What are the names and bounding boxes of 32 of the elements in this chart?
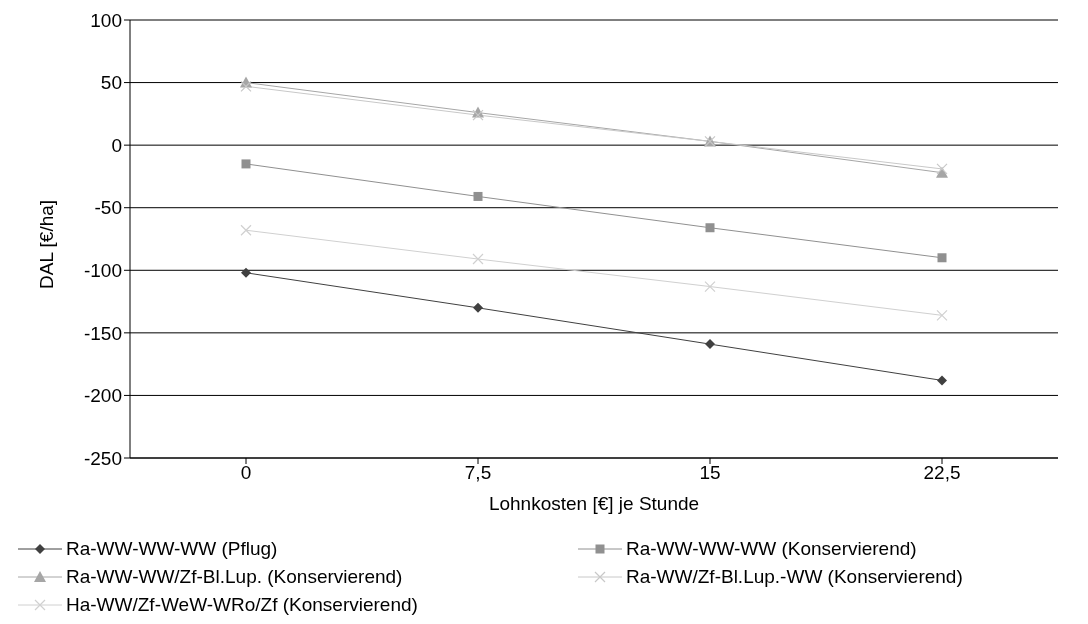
point <box>241 159 251 169</box>
point <box>472 253 484 265</box>
point <box>473 302 483 313</box>
y-tick-label: -100 <box>83 260 122 282</box>
legend-label: Ha-WW/Zf-WeW-WRo/Zf (Konservierend) <box>66 594 418 616</box>
y-tick-label: -150 <box>83 322 122 344</box>
y-axis-title: DAL [€/ha] <box>35 199 57 289</box>
y-tick-label: -50 <box>94 197 122 219</box>
point <box>936 309 948 321</box>
legend-label: Ra-WW-WW/Zf-Bl.Lup. (Konservierend) <box>66 566 403 588</box>
x-axis-title: Lohnkosten [€] je Stunde <box>488 493 700 514</box>
x-tick-label: 15 <box>699 462 721 484</box>
x-tick-label: 0 <box>240 462 252 484</box>
y-tick-label: 100 <box>90 9 122 31</box>
point <box>937 375 947 386</box>
point <box>241 267 251 278</box>
y-tick-label: 50 <box>100 72 122 94</box>
y-tick-label: -250 <box>83 447 122 469</box>
point <box>704 280 716 293</box>
point <box>705 223 715 233</box>
x-tick-label: 22,5 <box>923 462 961 484</box>
y-tick-label: 0 <box>111 134 122 156</box>
point <box>240 80 252 92</box>
point <box>473 191 483 201</box>
legend-label: Ra-WW/Zf-Bl.Lup.-WW (Konservierend) <box>626 566 963 588</box>
point <box>240 224 252 236</box>
point <box>937 253 947 263</box>
legend-label: Ra-WW-WW-WW (Konservierend) <box>626 538 917 560</box>
y-tick-label: -200 <box>83 385 122 407</box>
x-tick-label: 7,5 <box>464 462 492 484</box>
point <box>705 339 715 350</box>
legend-label: Ra-WW-WW-WW (Pflug) <box>66 538 278 560</box>
